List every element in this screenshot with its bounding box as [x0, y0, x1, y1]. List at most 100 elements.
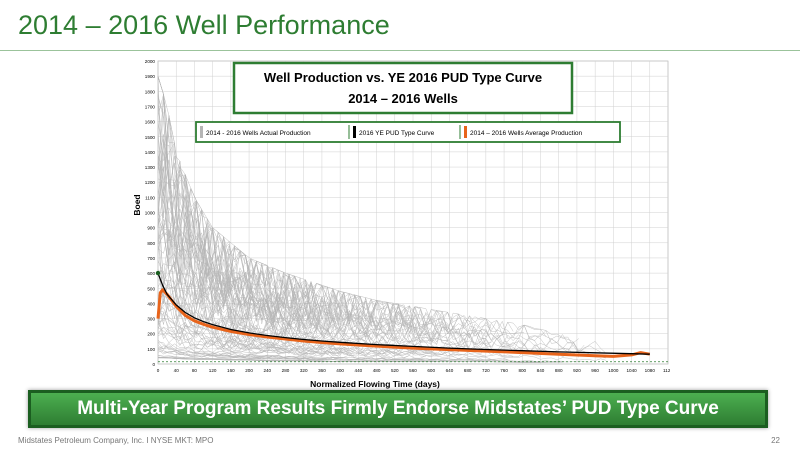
x-tick-label: 600: [427, 368, 435, 373]
x-tick-label: 640: [446, 368, 454, 373]
conclusion-banner: Multi-Year Program Results Firmly Endors…: [28, 390, 768, 428]
x-axis-ticks: 0 40 80 120 160 200 240 280 320 360 400 440 480 520 56…: [157, 368, 670, 373]
x-tick-label: 680: [464, 368, 472, 373]
x-tick-label: 800: [518, 368, 526, 373]
actual-production-trace: [157, 154, 437, 337]
x-tick-label: 1000: [608, 368, 619, 373]
actual-production-trace: [157, 221, 317, 334]
legend-item-type-curve: 2016 YE PUD Type Curve: [353, 126, 435, 138]
y-tick-label: 200: [147, 332, 155, 337]
slide-title: 2014 – 2016 Well Performance: [18, 10, 390, 40]
actual-production-trace: [157, 319, 317, 357]
chart-svg: 0 40 80 120 160 200 240 280 320 360 400 440 480 520 56…: [132, 59, 670, 389]
x-tick-label: 360: [318, 368, 326, 373]
actual-production-trace: [157, 341, 492, 361]
y-tick-label: 1500: [145, 135, 156, 140]
x-tick-label: 720: [482, 368, 490, 373]
chart-title-line2: 2014 – 2016 Wells: [348, 91, 458, 106]
y-tick-label: 1800: [145, 89, 156, 94]
x-tick-label: 1040: [626, 368, 637, 373]
chart-title-line1: Well Production vs. YE 2016 PUD Type Cur…: [264, 70, 542, 85]
x-tick-label: 440: [355, 368, 363, 373]
x-tick-label: 920: [573, 368, 581, 373]
type-curve-start-point: [155, 270, 161, 276]
x-tick-label: 880: [555, 368, 563, 373]
y-tick-label: 100: [147, 347, 155, 352]
actual-production-trace: [157, 153, 334, 333]
actual-production-trace: [157, 178, 383, 338]
y-axis-ticks: 0 100 200 300 400 500 600 700 800 900 1000 1100 1200…: [145, 59, 156, 367]
x-tick-label: 120: [209, 368, 217, 373]
type-curve-line: [157, 272, 650, 355]
y-axis-label: Boed: [132, 194, 142, 215]
page-number: 22: [771, 436, 780, 445]
x-tick-label: 240: [263, 368, 271, 373]
actual-production-trace: [157, 162, 416, 338]
y-tick-label: 1900: [145, 74, 156, 79]
legend-label-average: 2014 – 2016 Wells Average Production: [470, 130, 583, 137]
legend-swatch-actual: [200, 126, 203, 138]
x-tick-label: 0: [157, 368, 160, 373]
x-tick-label: 760: [500, 368, 508, 373]
y-tick-label: 2000: [145, 59, 156, 64]
y-tick-label: 900: [147, 226, 155, 231]
legend-swatch-type-curve: [353, 126, 356, 138]
actual-production-trace: [157, 311, 607, 361]
y-tick-label: 400: [147, 301, 155, 306]
production-chart: 0 40 80 120 160 200 240 280 320 360 400 440 480 520 56…: [130, 55, 670, 390]
actual-production-trace: [157, 317, 355, 357]
y-tick-label: 1200: [145, 180, 156, 185]
x-tick-label: 200: [245, 368, 253, 373]
actual-production-trace: [157, 282, 459, 353]
y-tick-label: 1300: [145, 165, 156, 170]
title-divider: [0, 50, 800, 51]
y-tick-label: 1000: [145, 211, 156, 216]
actual-production-trace: [157, 94, 514, 340]
actual-production-trace: [157, 294, 459, 356]
actual-production-trace: [157, 228, 552, 353]
actual-production-trace: [157, 214, 492, 350]
chart-title-box: [232, 61, 574, 115]
x-tick-label: 80: [192, 368, 198, 373]
footer-company: Midstates Petroleum Company, Inc. I NYSE…: [18, 436, 214, 445]
actual-production-trace: [157, 196, 580, 354]
legend-swatch-average: [464, 126, 467, 138]
actual-production-trace: [157, 280, 459, 353]
actual-production-trace: [157, 339, 497, 361]
actual-production-trace: [157, 349, 437, 362]
y-tick-label: 600: [147, 271, 155, 276]
x-axis-label: Normalized Flowing Time (days): [310, 379, 440, 389]
y-tick-label: 1700: [145, 104, 156, 109]
x-tick-label: 560: [409, 368, 417, 373]
y-tick-label: 700: [147, 256, 155, 261]
y-tick-label: 1400: [145, 150, 156, 155]
series-lines: [155, 270, 668, 363]
average-production-line: [156, 288, 651, 358]
legend-item-average: 2014 – 2016 Wells Average Production: [464, 126, 583, 138]
actual-production-trace: [157, 95, 426, 336]
actual-production-trace: [157, 302, 443, 356]
y-tick-label: 1600: [145, 120, 156, 125]
x-tick-label: 160: [227, 368, 235, 373]
actual-production-trace: [157, 228, 601, 355]
actual-production-trace: [157, 326, 437, 357]
actual-production-lines: [157, 76, 607, 363]
x-tick-label: 520: [391, 368, 399, 373]
actual-production-trace: [157, 333, 508, 360]
x-tick-label: 480: [373, 368, 381, 373]
actual-production-trace: [157, 326, 410, 359]
x-tick-label: 960: [591, 368, 599, 373]
x-tick-label: 280: [282, 368, 290, 373]
actual-production-trace: [157, 294, 323, 352]
actual-production-trace: [157, 76, 574, 347]
y-tick-label: 500: [147, 286, 155, 291]
legend-label-type-curve: 2016 YE PUD Type Curve: [359, 130, 435, 137]
x-tick-label: 320: [300, 368, 308, 373]
x-tick-label: 400: [336, 368, 344, 373]
legend-item-actual: 2014 - 2016 Wells Actual Production: [200, 126, 311, 138]
actual-production-trace: [157, 307, 333, 350]
actual-production-trace: [157, 327, 388, 357]
x-tick-label: 840: [537, 368, 545, 373]
y-tick-label: 1100: [145, 195, 155, 200]
